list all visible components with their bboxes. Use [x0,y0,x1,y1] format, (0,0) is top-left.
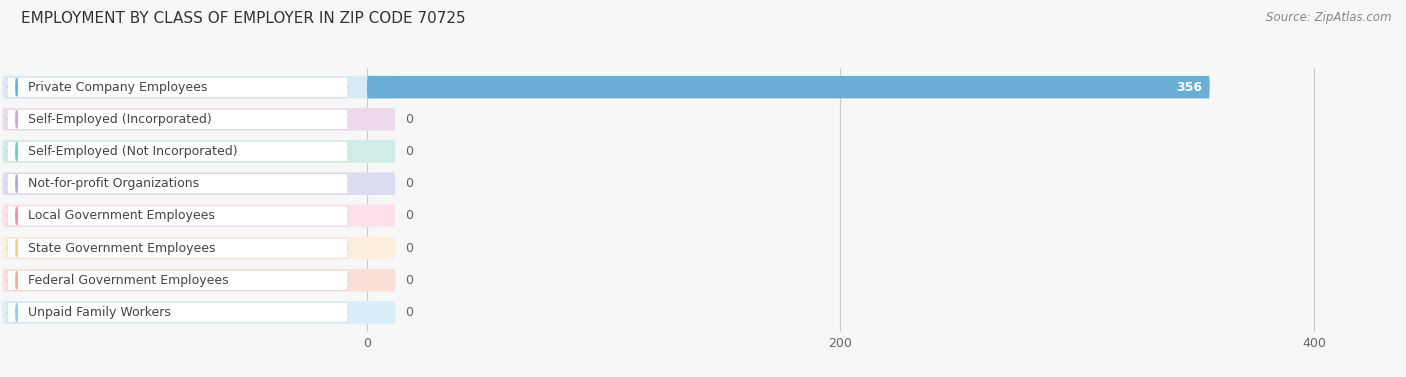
FancyBboxPatch shape [7,270,349,290]
Text: Self-Employed (Incorporated): Self-Employed (Incorporated) [28,113,212,126]
FancyBboxPatch shape [3,140,395,163]
Text: Not-for-profit Organizations: Not-for-profit Organizations [28,177,200,190]
FancyBboxPatch shape [3,108,395,130]
FancyBboxPatch shape [7,141,349,161]
FancyBboxPatch shape [3,76,395,98]
Text: 0: 0 [405,306,413,319]
Text: 0: 0 [405,113,413,126]
Text: Private Company Employees: Private Company Employees [28,81,208,93]
FancyBboxPatch shape [7,206,349,226]
Text: 0: 0 [405,177,413,190]
Text: Source: ZipAtlas.com: Source: ZipAtlas.com [1267,11,1392,24]
Text: Self-Employed (Not Incorporated): Self-Employed (Not Incorporated) [28,145,238,158]
FancyBboxPatch shape [367,76,1209,98]
Text: State Government Employees: State Government Employees [28,242,217,254]
Text: 356: 356 [1177,81,1202,93]
Text: Local Government Employees: Local Government Employees [28,209,215,222]
Text: EMPLOYMENT BY CLASS OF EMPLOYER IN ZIP CODE 70725: EMPLOYMENT BY CLASS OF EMPLOYER IN ZIP C… [21,11,465,26]
Text: Unpaid Family Workers: Unpaid Family Workers [28,306,172,319]
FancyBboxPatch shape [3,205,395,227]
Text: Federal Government Employees: Federal Government Employees [28,274,229,287]
FancyBboxPatch shape [7,238,349,258]
FancyBboxPatch shape [7,109,349,129]
Text: 0: 0 [405,242,413,254]
FancyBboxPatch shape [7,302,349,322]
Text: 0: 0 [405,274,413,287]
FancyBboxPatch shape [7,174,349,194]
Text: 0: 0 [405,209,413,222]
FancyBboxPatch shape [7,77,349,97]
FancyBboxPatch shape [3,301,395,324]
FancyBboxPatch shape [3,172,395,195]
Text: 0: 0 [405,145,413,158]
FancyBboxPatch shape [3,269,395,291]
FancyBboxPatch shape [3,237,395,259]
